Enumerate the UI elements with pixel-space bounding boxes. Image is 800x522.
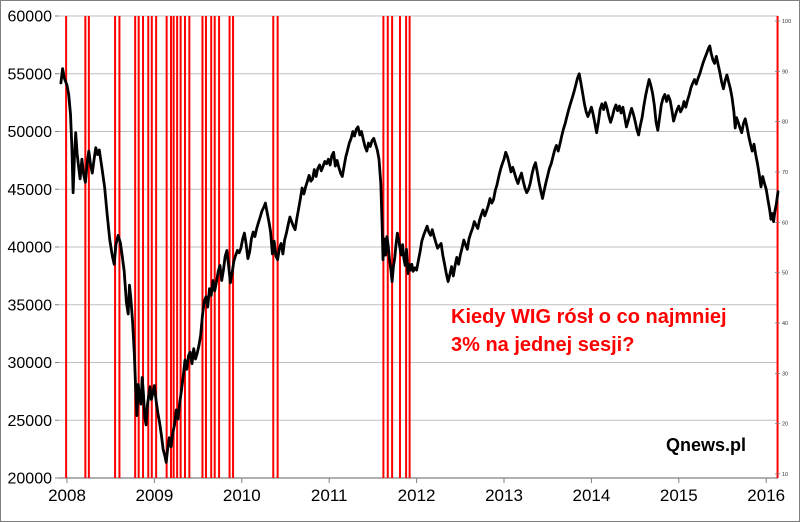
y-axis-label: 40000 [8,240,53,257]
right-axis-label: 40 [782,321,788,327]
right-axis-label: 100 [782,19,791,25]
y-axis-label: 20000 [8,471,53,488]
right-axis-label: 80 [782,120,788,126]
right-axis-label: 90 [782,69,788,75]
y-axis-label: 30000 [8,355,53,372]
right-axis-label: 10 [782,472,788,478]
x-axis-label: 2010 [223,486,261,505]
x-axis-label: 2015 [660,486,698,505]
chart-question-annotation: Kiedy WIG rósł o co najmniej 3% na jedne… [451,303,727,359]
x-axis-label: 2009 [135,486,173,505]
y-axis-label: 25000 [8,413,53,430]
x-axis-label: 2016 [747,486,785,505]
right-axis-label: 20 [782,422,788,428]
y-axis-label: 35000 [8,297,53,314]
x-axis-label: 2012 [398,486,436,505]
right-axis-label: 60 [782,220,788,226]
x-axis-label: 2011 [311,486,348,505]
right-axis-label: 50 [782,271,788,277]
wig-series-line [59,44,780,464]
y-axis-label: 55000 [8,66,53,83]
x-axis-label: 2008 [48,486,86,505]
annotation-line-2: 3% na jednej sesji? [451,334,635,356]
right-axis-label: 70 [782,170,788,176]
qnews-watermark: Qnews.pl [665,435,746,455]
y-axis-label: 50000 [8,124,53,141]
x-axis-label: 2013 [485,486,523,505]
annotation-line-1: Kiedy WIG rósł o co najmniej [451,306,727,328]
x-axis-label: 2014 [572,486,610,505]
right-axis-label: 30 [782,371,788,377]
y-axis-label: 45000 [8,182,53,199]
y-axis-label: 60000 [8,9,53,26]
